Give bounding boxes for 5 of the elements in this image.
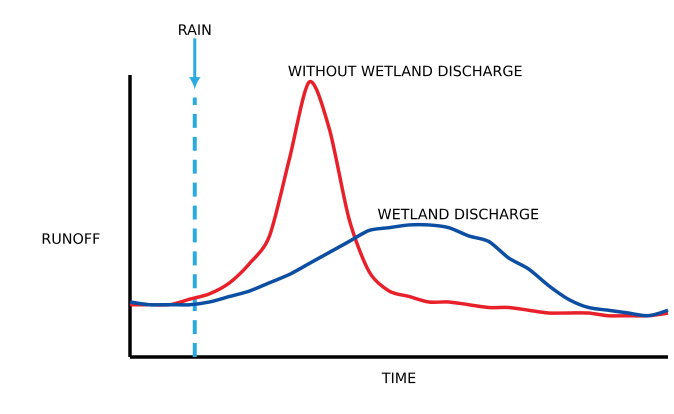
series-label: WITHOUT WETLAND DISCHARGE (288, 66, 522, 76)
x-axis-title: TIME (382, 372, 416, 384)
series-label: WETLAND DISCHARGE (378, 208, 538, 220)
text: RAIN (179, 24, 210, 35)
y-axis-title: RUNOFF (42, 233, 100, 244)
